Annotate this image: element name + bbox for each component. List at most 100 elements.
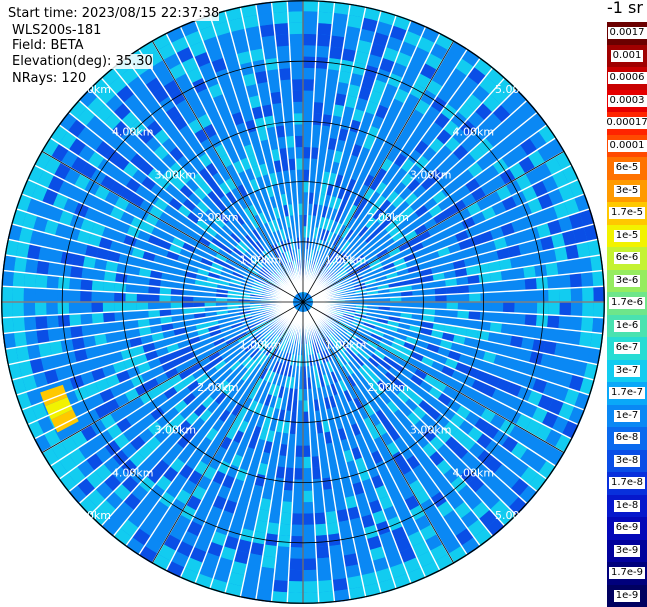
beta-cell [463, 336, 477, 348]
beta-cell [515, 173, 532, 191]
ray-gap [312, 304, 586, 411]
beta-cell [248, 330, 260, 340]
beta-cell [186, 520, 204, 537]
beta-cell [457, 293, 470, 302]
beta-cell [67, 119, 86, 138]
beta-cell [205, 162, 219, 177]
beta-cell [357, 334, 369, 344]
beta-cell [322, 374, 330, 387]
beta-cell [446, 398, 462, 414]
beta-cell [582, 286, 594, 302]
beta-cell [184, 163, 199, 179]
colorbar-cell: 1e-8 [607, 494, 647, 517]
beta-cell [87, 233, 102, 248]
beta-cell [239, 337, 251, 347]
beta-cell [46, 314, 59, 329]
beta-cell [531, 180, 548, 198]
beta-cell [209, 328, 222, 338]
beta-cell [446, 293, 458, 302]
beta-cell [347, 266, 359, 276]
beta-cell [207, 324, 221, 333]
beta-cell [485, 250, 499, 263]
beta-cell [256, 322, 268, 331]
beta-cell [423, 217, 438, 231]
beta-cell [329, 260, 339, 271]
beta-cell [244, 234, 256, 246]
beta-cell [211, 418, 225, 432]
beta-cell [40, 232, 55, 249]
beta-cell [250, 333, 262, 343]
beta-cell [282, 421, 291, 434]
beta-cell [318, 252, 325, 264]
beta-cell [120, 519, 139, 538]
beta-cell [318, 327, 326, 339]
beta-cell [558, 315, 571, 331]
beta-cell [36, 260, 50, 276]
beta-cell [46, 288, 58, 302]
beta-cell [352, 397, 364, 410]
beta-cell [278, 326, 287, 338]
beta-cell [373, 436, 387, 451]
beta-cell [314, 79, 327, 92]
beta-cell [245, 506, 260, 520]
beta-cell [431, 360, 445, 373]
range-label: 3.00km [410, 424, 452, 437]
beta-cell [471, 501, 490, 520]
beta-cell [176, 540, 194, 558]
beta-cell [392, 378, 406, 391]
beta-cell [136, 284, 149, 294]
beta-cell [336, 341, 347, 353]
beta-cell [230, 321, 243, 330]
beta-cell [259, 341, 270, 353]
beta-cell [396, 200, 410, 214]
beta-cell [527, 436, 545, 455]
beta-cell [206, 47, 224, 63]
beta-cell [303, 135, 312, 148]
beta-cell [416, 36, 435, 54]
beta-cell [524, 313, 537, 327]
beta-cell [246, 248, 258, 259]
beta-cell [136, 293, 149, 302]
beta-cell [359, 349, 371, 361]
beta-cell [336, 186, 347, 200]
beta-cell [329, 346, 339, 358]
beta-cell [342, 282, 354, 290]
beta-cell [590, 332, 604, 350]
beta-cell [43, 156, 62, 176]
beta-cell [73, 348, 88, 363]
beta-cell [244, 167, 256, 182]
beta-cell [218, 181, 231, 195]
beta-cell [132, 528, 151, 546]
beta-cell [84, 381, 100, 398]
beta-cell [432, 379, 448, 393]
beta-cell [537, 394, 554, 412]
colorbar-tick-label: 1.7e-9 [608, 567, 646, 580]
beta-cell [511, 126, 530, 145]
beta-cell [76, 126, 95, 145]
beta-cell [444, 435, 461, 452]
beta-cell [177, 419, 192, 434]
beta-cell [593, 286, 605, 302]
beta-cell [326, 275, 337, 285]
beta-cell [532, 377, 548, 395]
beta-cell [518, 348, 533, 363]
beta-cell [283, 341, 291, 353]
beta-cell [127, 75, 146, 94]
beta-cell [482, 491, 501, 510]
beta-cell [544, 428, 563, 448]
beta-cell [263, 393, 273, 407]
beta-cell [191, 158, 206, 173]
beta-cell [25, 258, 39, 274]
beta-cell [38, 246, 52, 262]
beta-cell [340, 365, 351, 378]
beta-cell [519, 448, 538, 467]
ray-gap [88, 308, 297, 517]
beta-cell [364, 100, 379, 116]
ray-gap [304, 10, 382, 293]
beta-cell [59, 454, 77, 473]
beta-cell [559, 302, 572, 317]
beta-cell [192, 346, 206, 357]
beta-cell [223, 90, 238, 105]
beta-cell [518, 241, 533, 256]
beta-cell [219, 436, 233, 451]
